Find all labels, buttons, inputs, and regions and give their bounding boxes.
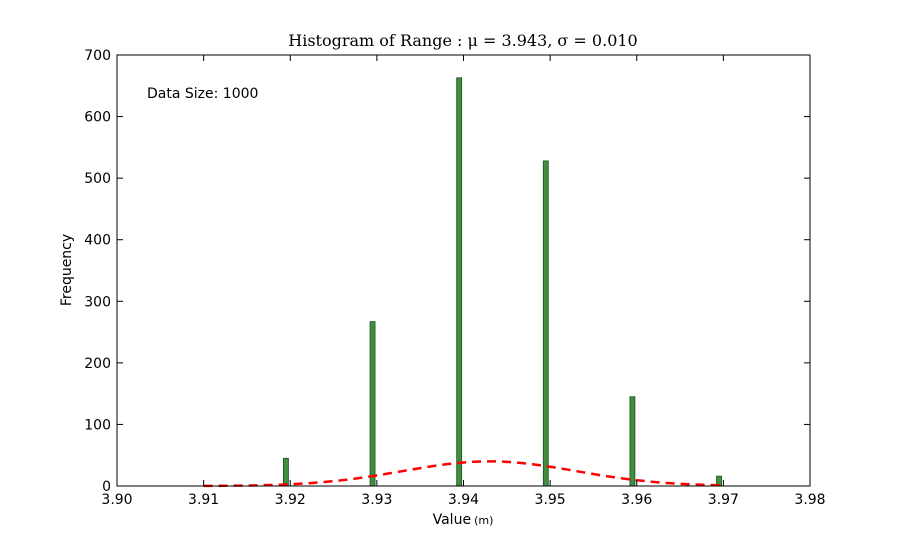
- x-tick-label-0: 3.90: [101, 492, 132, 508]
- x-tick-label-1: 3.91: [188, 492, 219, 508]
- x-tick-label-8: 3.98: [794, 492, 825, 508]
- y-tick-label-0: 0: [102, 479, 111, 495]
- histogram-bar-0: [283, 457, 289, 487]
- x-tick-label-2: 3.92: [275, 492, 306, 508]
- ticks-layer: 3.90 3.91 3.92 3.93 3.94 3.95 3.96 3.97 3.98 0 100…: [84, 48, 825, 508]
- histogram-bar-2: [456, 77, 463, 487]
- plot-frame: [116, 54, 811, 487]
- x-axis-unit: (m): [474, 514, 493, 527]
- histogram-bar-4: [629, 396, 636, 487]
- data-size-annotation: Data Size: 1000: [147, 86, 258, 102]
- y-tick-label-6: 600: [84, 110, 111, 126]
- chart-title: Histogram of Range : μ = 3.943, σ = 0.01…: [288, 31, 637, 50]
- x-tick-label-3: 3.93: [361, 492, 392, 508]
- bars-layer: [283, 77, 722, 487]
- x-axis-label: Value (m): [433, 512, 494, 528]
- y-tick-label-4: 400: [84, 233, 111, 249]
- x-tick-label-6: 3.96: [621, 492, 652, 508]
- histogram-bar-3: [542, 160, 549, 487]
- y-tick-label-1: 100: [84, 417, 111, 433]
- x-axis-label-text: Value: [433, 512, 471, 528]
- histogram-bar-1: [369, 321, 376, 487]
- x-tick-label-4: 3.94: [448, 492, 479, 508]
- x-tick-label-5: 3.95: [535, 492, 566, 508]
- y-axis-label: Frequency: [59, 234, 75, 306]
- y-tick-label-5: 500: [84, 171, 111, 187]
- y-tick-label-3: 300: [84, 294, 111, 310]
- y-tick-label-2: 200: [84, 356, 111, 372]
- x-tick-label-7: 3.97: [708, 492, 739, 508]
- y-tick-label-7: 700: [84, 48, 111, 64]
